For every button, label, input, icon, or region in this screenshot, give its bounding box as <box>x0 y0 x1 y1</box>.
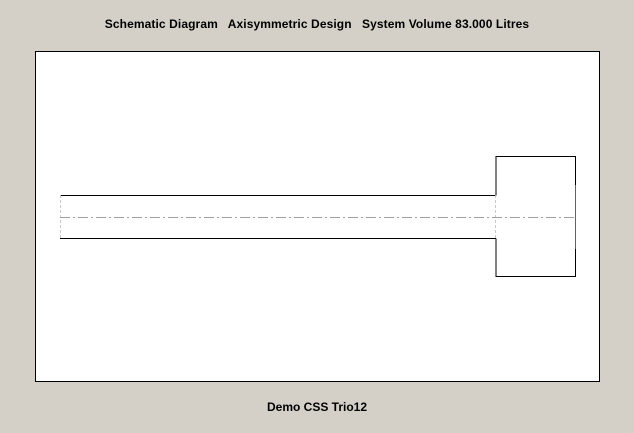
diagram-title: Schematic Diagram Axisymmetric Design Sy… <box>104 17 530 31</box>
chamber-outline <box>495 156 576 277</box>
schematic-canvas <box>35 51 600 382</box>
schematic-drawing <box>60 156 576 277</box>
model-name-label: Demo CSS Trio12 <box>266 400 368 414</box>
